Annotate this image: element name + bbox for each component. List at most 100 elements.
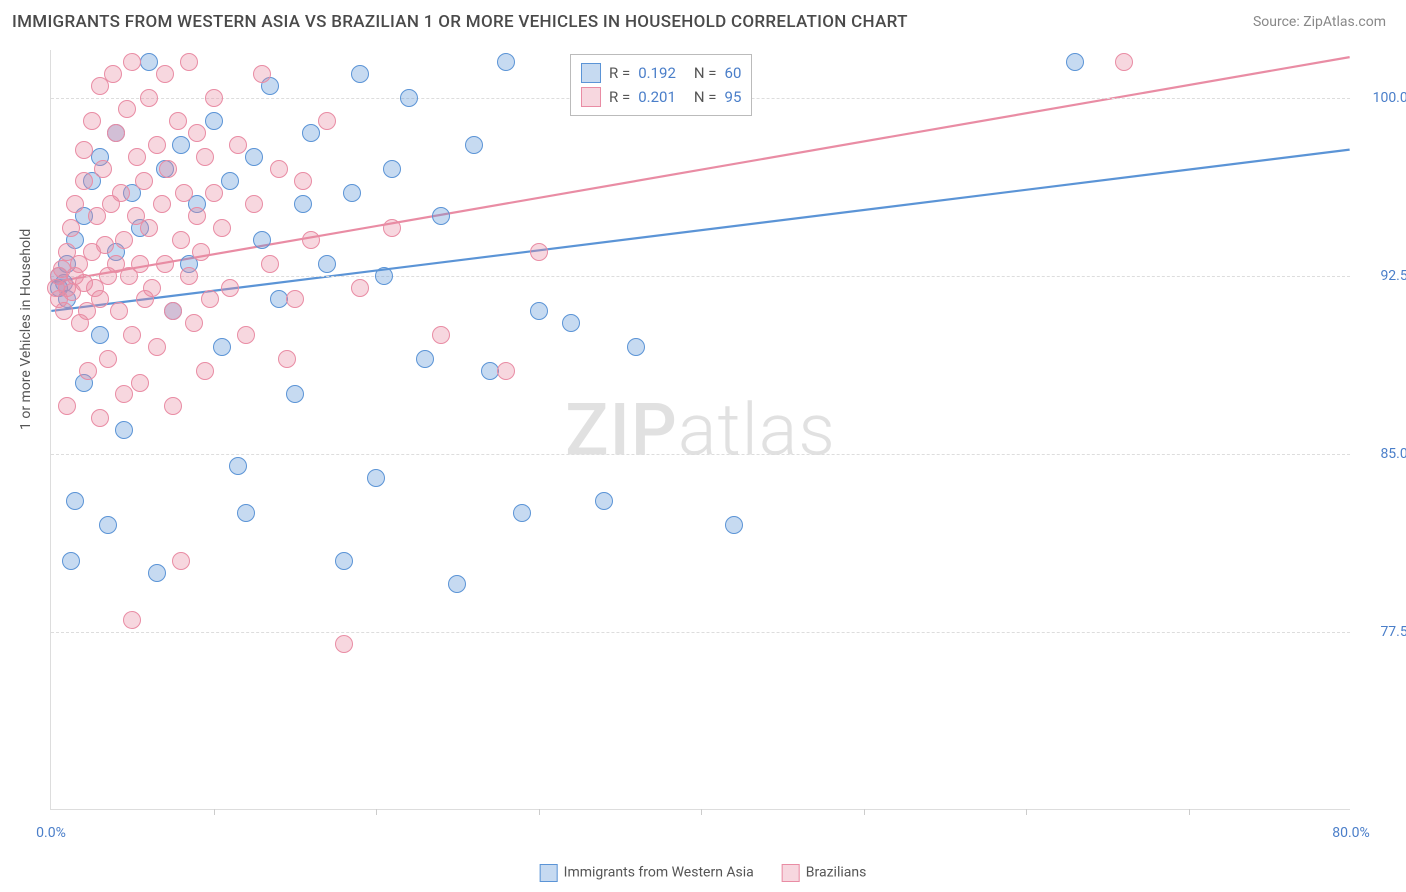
scatter-point-series-b (270, 160, 288, 178)
scatter-point-series-a (213, 338, 231, 356)
x-tick-label: 80.0% (1332, 825, 1370, 841)
scatter-point-series-b (278, 350, 296, 368)
y-tick-label: 85.0% (1380, 446, 1406, 462)
y-tick-label: 77.5% (1380, 624, 1406, 640)
scatter-point-series-b (66, 195, 84, 213)
scatter-point-series-a (172, 136, 190, 154)
scatter-point-series-a (530, 302, 548, 320)
gridline-horizontal (51, 276, 1350, 277)
scatter-point-series-b (55, 302, 73, 320)
scatter-point-series-b (75, 172, 93, 190)
scatter-point-series-b (351, 279, 369, 297)
x-tick-label: 0.0% (36, 825, 66, 841)
scatter-point-series-a (465, 136, 483, 154)
scatter-point-series-a (318, 255, 336, 273)
scatter-point-series-b (497, 362, 515, 380)
watermark-light: atlas (678, 387, 836, 472)
scatter-point-series-b (148, 136, 166, 154)
legend-n-value: 95 (725, 85, 742, 109)
scatter-point-series-b (213, 219, 231, 237)
series-legend-item: Brazilians (782, 864, 867, 882)
scatter-point-series-b (96, 236, 114, 254)
legend-n-label: N = (694, 61, 717, 85)
series-legend-label: Immigrants from Western Asia (564, 865, 754, 881)
scatter-point-series-b (75, 141, 93, 159)
scatter-point-series-b (123, 326, 141, 344)
scatter-point-series-a (448, 575, 466, 593)
scatter-point-series-b (172, 552, 190, 570)
scatter-point-series-b (58, 397, 76, 415)
scatter-point-series-b (112, 184, 130, 202)
legend-n-value: 60 (725, 61, 742, 85)
scatter-point-series-a (148, 564, 166, 582)
scatter-point-series-b (156, 65, 174, 83)
scatter-point-series-a (99, 516, 117, 534)
scatter-point-series-b (192, 243, 210, 261)
scatter-chart: ZIPatlas 77.5%85.0%92.5%100.0%0.0%80.0% (50, 50, 1350, 810)
series-legend: Immigrants from Western Asia Brazilians (540, 864, 867, 882)
scatter-point-series-b (107, 124, 125, 142)
scatter-point-series-b (432, 326, 450, 344)
scatter-point-series-b (91, 409, 109, 427)
x-minor-tick (539, 809, 540, 815)
scatter-point-series-a (66, 492, 84, 510)
scatter-point-series-b (188, 207, 206, 225)
trend-lines (51, 50, 1350, 809)
scatter-point-series-a (294, 195, 312, 213)
x-minor-tick (864, 809, 865, 815)
scatter-point-series-a (221, 172, 239, 190)
scatter-point-series-b (221, 279, 239, 297)
y-tick-label: 100.0% (1373, 90, 1406, 106)
scatter-point-series-b (135, 172, 153, 190)
scatter-point-series-a (513, 504, 531, 522)
scatter-point-series-a (562, 314, 580, 332)
scatter-point-series-b (205, 89, 223, 107)
scatter-point-series-b (131, 374, 149, 392)
scatter-point-series-b (383, 219, 401, 237)
scatter-point-series-a (383, 160, 401, 178)
scatter-point-series-b (530, 243, 548, 261)
scatter-point-series-b (62, 219, 80, 237)
scatter-point-series-b (196, 362, 214, 380)
chart-title: IMMIGRANTS FROM WESTERN ASIA VS BRAZILIA… (12, 12, 908, 32)
scatter-point-series-b (140, 89, 158, 107)
scatter-point-series-a (62, 552, 80, 570)
scatter-point-series-b (180, 267, 198, 285)
scatter-point-series-a (140, 53, 158, 71)
scatter-point-series-b (196, 148, 214, 166)
series-legend-item: Immigrants from Western Asia (540, 864, 754, 882)
scatter-point-series-b (335, 635, 353, 653)
correlation-legend-row: R =0.201N =95 (581, 85, 741, 109)
scatter-point-series-a (286, 385, 304, 403)
gridline-horizontal (51, 632, 1350, 633)
chart-source: Source: ZipAtlas.com (1253, 14, 1386, 30)
scatter-point-series-a (115, 421, 133, 439)
x-minor-tick (701, 809, 702, 815)
scatter-point-series-b (164, 397, 182, 415)
scatter-point-series-b (156, 255, 174, 273)
scatter-point-series-b (205, 184, 223, 202)
legend-swatch (581, 63, 601, 83)
scatter-point-series-b (302, 231, 320, 249)
scatter-point-series-a (237, 504, 255, 522)
scatter-point-series-b (1115, 53, 1133, 71)
scatter-point-series-b (175, 184, 193, 202)
legend-swatch (581, 87, 601, 107)
scatter-point-series-b (91, 290, 109, 308)
scatter-point-series-a (367, 469, 385, 487)
scatter-point-series-b (140, 219, 158, 237)
legend-n-label: N = (694, 85, 717, 109)
y-tick-label: 92.5% (1380, 268, 1406, 284)
scatter-point-series-a (725, 516, 743, 534)
scatter-point-series-b (172, 231, 190, 249)
scatter-point-series-a (1066, 53, 1084, 71)
scatter-point-series-b (201, 290, 219, 308)
legend-r-value: 0.192 (638, 61, 676, 85)
chart-header: IMMIGRANTS FROM WESTERN ASIA VS BRAZILIA… (12, 12, 1386, 32)
scatter-point-series-b (118, 100, 136, 118)
scatter-point-series-b (229, 136, 247, 154)
scatter-point-series-b (153, 195, 171, 213)
scatter-point-series-b (128, 148, 146, 166)
x-minor-tick (214, 809, 215, 815)
y-axis-label: 1 or more Vehicles in Household (18, 229, 34, 430)
